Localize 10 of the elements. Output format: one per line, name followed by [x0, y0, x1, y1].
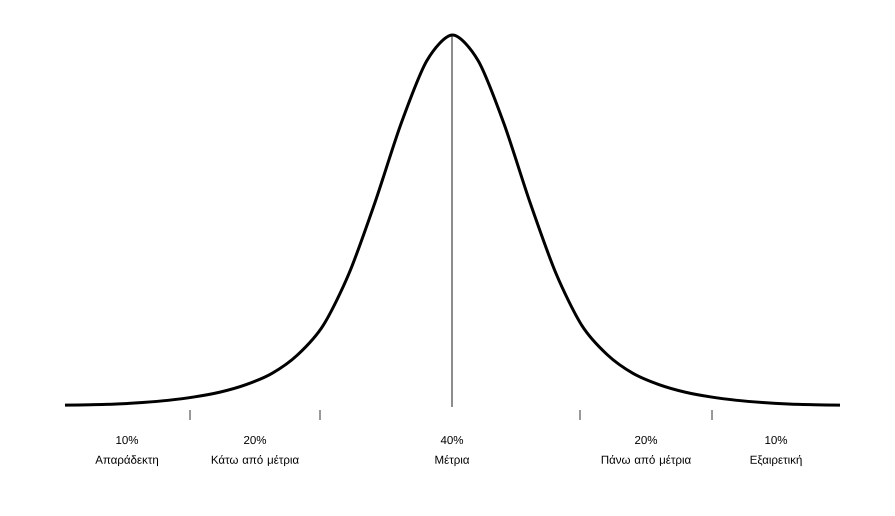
text: 20% — [244, 436, 266, 444]
text: Εξαιρετική — [750, 455, 802, 466]
text: 10% — [116, 436, 138, 444]
text: 40% — [440, 436, 464, 444]
text: 20% — [635, 436, 658, 444]
text: Απαράδεκτη — [95, 455, 158, 466]
text: 10% — [765, 436, 788, 444]
text: Πάνω από μέτρια — [602, 455, 691, 466]
text: Κάτω από μέτρια — [212, 455, 299, 466]
text: Μέτρια — [435, 455, 470, 466]
